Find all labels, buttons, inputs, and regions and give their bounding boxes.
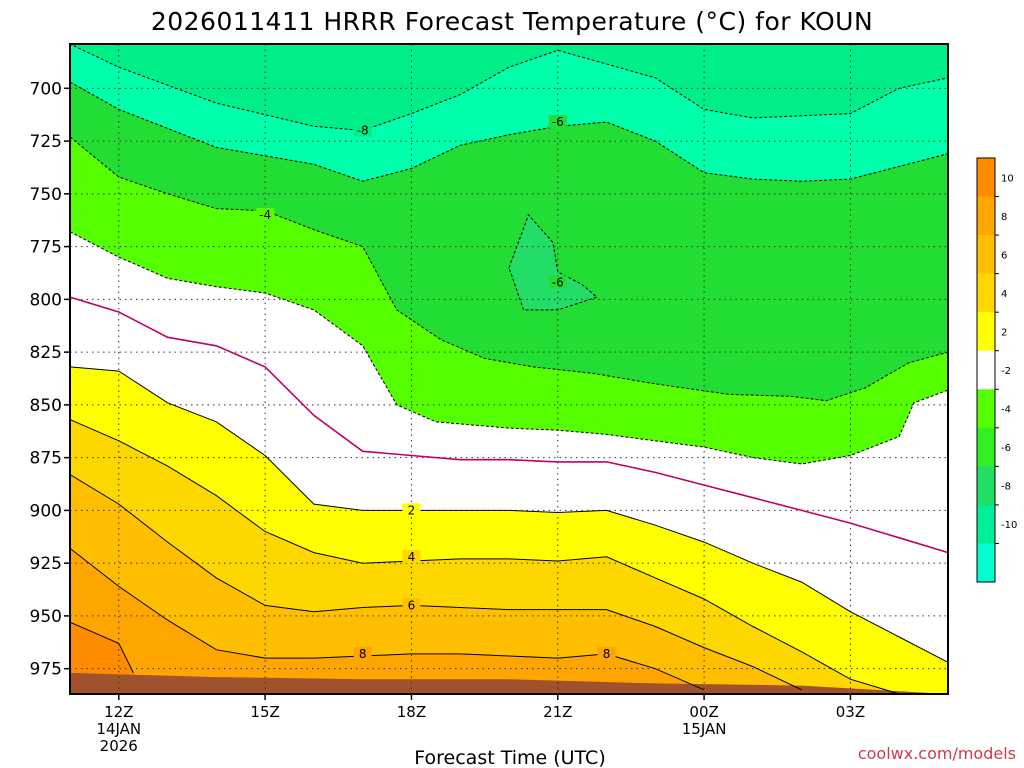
contour-label-bg	[353, 646, 372, 660]
colorbar-band-4	[977, 312, 995, 352]
x-axis-label: Forecast Time (UTC)	[414, 747, 605, 768]
contour-label--8-0: -8	[357, 124, 369, 138]
y-tick-label-850: 850	[30, 396, 62, 416]
contour-line--2	[70, 231, 948, 465]
colorbar-tick-label--10: -10	[1001, 520, 1017, 531]
colorbar-band-9	[977, 504, 995, 544]
contour-label--4-0: -4	[259, 208, 271, 222]
y-tick-label-900: 900	[30, 501, 62, 521]
colorbar-band-2	[977, 235, 995, 275]
colorbar-band-10	[977, 543, 995, 583]
contour-line-pocket	[508, 213, 598, 311]
y-tick-label-925: 925	[30, 554, 62, 574]
colorbar-band-7	[977, 427, 995, 467]
contour-label-8-0: 8	[359, 647, 367, 661]
x-tick-label-18Z: 18Z	[397, 703, 426, 721]
x-tick-label-2026: 2026	[100, 737, 138, 755]
contour-label--6-1: -6	[552, 275, 564, 289]
contour-line-4	[70, 419, 900, 694]
chart-title: 2026011411 HRRR Forecast Temperature (°C…	[151, 7, 873, 36]
contour-line-2	[70, 366, 948, 663]
y-tick-label-725: 725	[30, 132, 62, 152]
x-tick-label-14JAN: 14JAN	[96, 720, 141, 738]
colorbar-tick-label--4: -4	[1001, 405, 1011, 416]
contour-labels: -8 -6 -6 -4 2 4 6 8 8	[256, 115, 616, 661]
y-tick-label-700: 700	[30, 79, 62, 99]
y-axis: 700 725 750 775 800 825 850 875 900 925 950 975	[30, 79, 70, 680]
colorbar-tick-label-6: 6	[1001, 250, 1007, 261]
colorbar-tick-label-8: 8	[1001, 212, 1007, 223]
contour-label--6-0: -6	[552, 115, 564, 129]
colorbar-tick-label--2: -2	[1001, 366, 1011, 377]
colorbar-band-5	[977, 350, 995, 390]
colorbar-band-1	[977, 196, 995, 236]
contour-line-0	[70, 296, 948, 554]
contour-label-6-0: 6	[408, 598, 416, 612]
contour-fills	[70, 44, 948, 694]
contour-label-bg	[402, 549, 421, 563]
x-tick-label-03Z: 03Z	[836, 703, 865, 721]
grid-lines	[70, 44, 948, 694]
contour-line-10	[70, 621, 134, 674]
colorbar-band-0	[977, 158, 995, 198]
y-tick-label-875: 875	[30, 449, 62, 469]
colorbar-band-8	[977, 466, 995, 506]
contour-line--4	[70, 136, 948, 402]
contour-label-bg	[402, 598, 421, 612]
ground-layer	[70, 672, 948, 694]
y-tick-label-750: 750	[30, 185, 62, 205]
ground-surface	[70, 672, 948, 694]
y-tick-label-950: 950	[30, 607, 62, 627]
plot-frame	[69, 43, 949, 695]
colorbar-band-3	[977, 273, 995, 313]
y-tick-label-775: 775	[30, 238, 62, 258]
colorbar-tick-label--8: -8	[1001, 482, 1011, 493]
contour-fill-6	[70, 474, 802, 694]
contour-label-bg	[548, 115, 567, 129]
x-tick-label-12Z: 12Z	[104, 703, 133, 721]
colorbar-band-6	[977, 389, 995, 429]
contour-label-4-0: 4	[408, 550, 416, 564]
colorbar-tick-label--6: -6	[1001, 443, 1011, 454]
contour-label-bg	[256, 207, 275, 221]
y-tick-label-800: 800	[30, 290, 62, 310]
x-tick-label-21Z: 21Z	[543, 703, 572, 721]
y-tick-label-975: 975	[30, 660, 62, 680]
x-tick-label-00Z: 00Z	[689, 703, 718, 721]
colorbar: 10 8 6 4 2 -2 -4 -6 -8 -10	[976, 157, 1017, 583]
colorbar-tick-label-10: 10	[1001, 173, 1014, 184]
contour-line--8	[70, 44, 948, 132]
x-tick-label-15JAN: 15JAN	[682, 720, 727, 738]
contour-label-bg	[548, 275, 567, 289]
contour-label-bg	[597, 646, 616, 660]
contour-line-6	[70, 474, 802, 691]
x-tick-label-15Z: 15Z	[250, 703, 279, 721]
credit-text: coolwx.com/models	[858, 744, 1016, 763]
contour-label-2-0: 2	[408, 503, 416, 517]
contour-label-8-1: 8	[603, 647, 611, 661]
contour-label-bg	[402, 503, 421, 517]
contour-fill-pocket	[509, 214, 597, 310]
colorbar-frame	[976, 157, 996, 583]
y-tick-label-825: 825	[30, 343, 62, 363]
colorbar-tick-label-4: 4	[1001, 289, 1007, 300]
contour-label-bg	[353, 123, 372, 137]
colorbar-tick-label-2: 2	[1001, 328, 1007, 339]
